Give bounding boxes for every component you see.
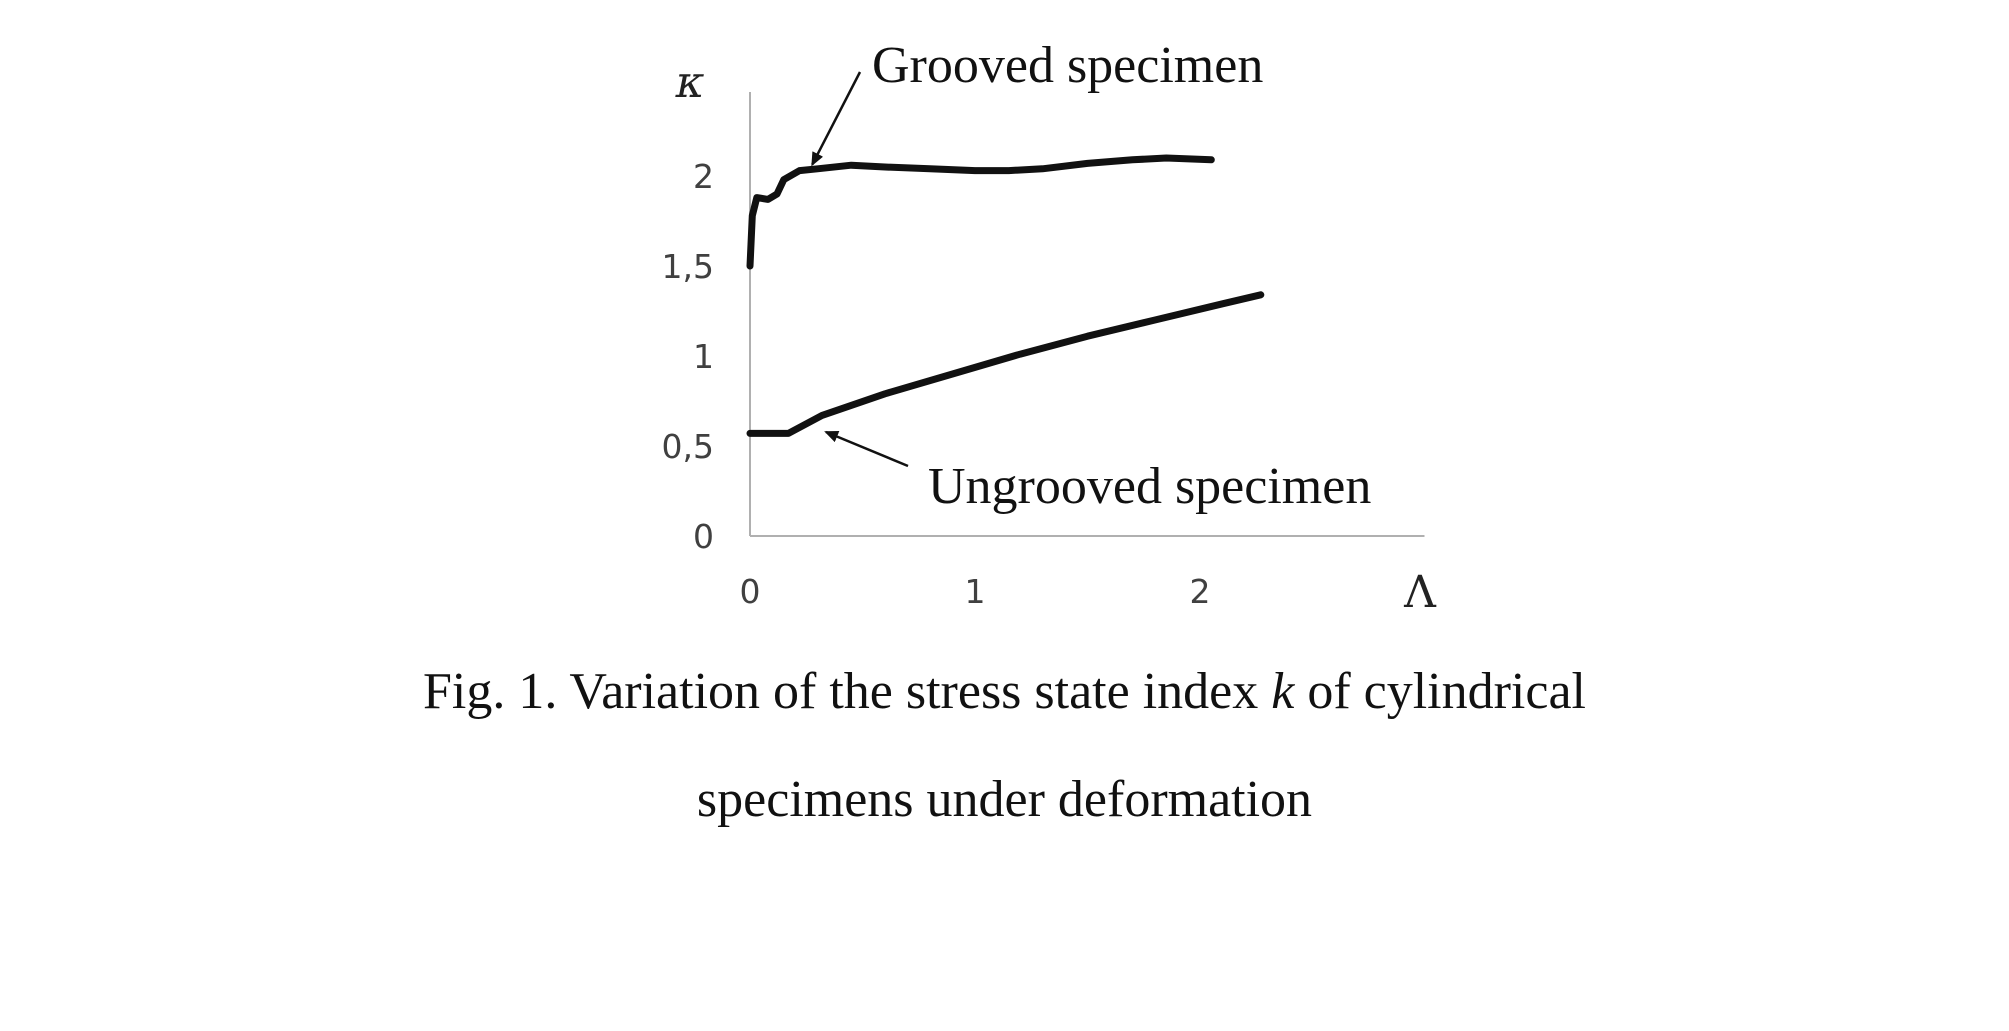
chart-series xyxy=(746,154,1265,437)
caption-text-part-2: of cylindrical xyxy=(1294,663,1586,720)
annotation-arrow-grooved xyxy=(811,71,862,167)
annotation-ungrooved: Ungrooved specimen xyxy=(928,458,1371,515)
y-axis-label: κ xyxy=(675,57,705,108)
annotation-arrow-ungrooved xyxy=(824,430,909,468)
figure-caption-line-2: specimens under deformation xyxy=(696,771,1313,828)
caption-text-part-1: Fig. 1. Variation of the stress state in… xyxy=(422,663,1272,720)
x-tick-label: 1 xyxy=(965,572,986,611)
figure-caption-line-1: Fig. 1. Variation of the stress state in… xyxy=(0,666,2009,718)
chart-annotations: Grooved specimen Ungrooved specimen xyxy=(811,37,1371,515)
x-axis-label: Λ xyxy=(1403,567,1437,618)
x-tick-label: 0 xyxy=(740,572,761,611)
series-line-grooved xyxy=(746,154,1215,270)
y-tick-label: 2 xyxy=(693,157,714,196)
caption-symbol-k: k xyxy=(1271,663,1295,720)
series-line-ungrooved xyxy=(746,291,1265,437)
x-tick-label: 2 xyxy=(1190,572,1211,611)
chart-axes: 0 0,5 1 1,5 2 0 1 2 κ Λ xyxy=(662,57,1438,618)
annotation-grooved: Grooved specimen xyxy=(872,37,1263,94)
y-tick-label: 1 xyxy=(693,337,714,376)
y-tick-label: 0 xyxy=(693,517,714,556)
y-tick-label: 1,5 xyxy=(662,247,714,286)
y-tick-label: 0,5 xyxy=(662,427,714,466)
